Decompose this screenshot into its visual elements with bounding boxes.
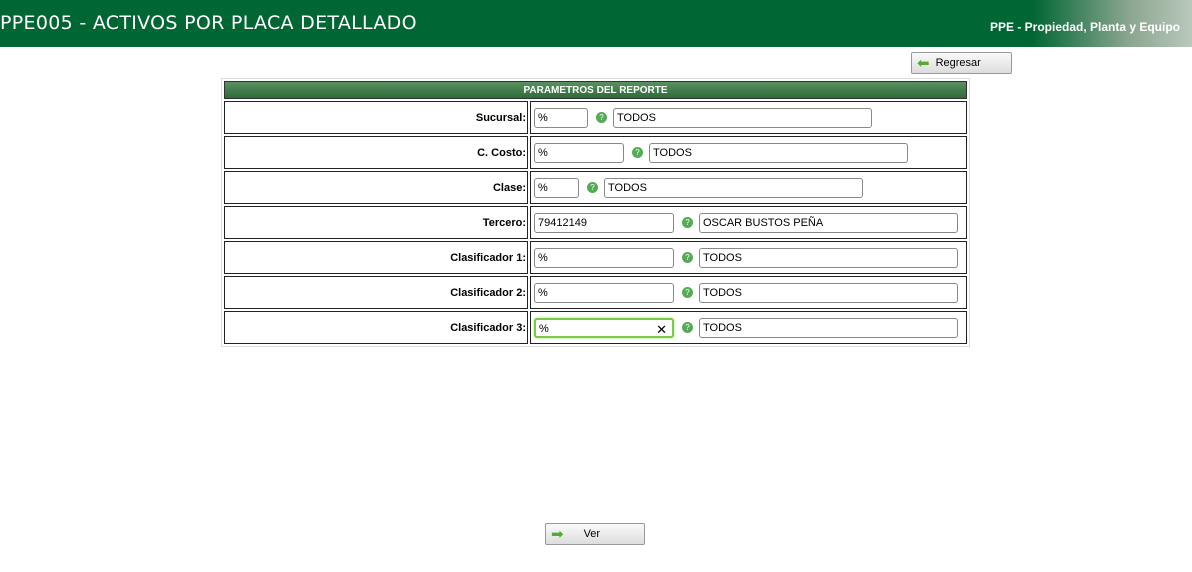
- description-field[interactable]: TODOS: [699, 282, 958, 303]
- param-row: Clasificador 1: %? TODOS: [224, 241, 967, 274]
- help-icon[interactable]: ?: [587, 182, 598, 193]
- code-input[interactable]: %: [534, 282, 674, 303]
- description-field[interactable]: OSCAR BUSTOS PEÑA: [699, 212, 958, 233]
- description-field[interactable]: TODOS: [613, 107, 872, 128]
- param-label: C. Costo:: [224, 136, 528, 169]
- code-input[interactable]: %: [534, 247, 674, 268]
- description-field[interactable]: TODOS: [699, 247, 958, 268]
- help-icon[interactable]: ?: [596, 112, 607, 123]
- help-icon[interactable]: ?: [682, 322, 693, 333]
- module-banner-image: [1032, 0, 1192, 47]
- param-row: Tercero: 79412149? OSCAR BUSTOS PEÑA: [224, 206, 967, 239]
- param-label: Sucursal:: [224, 101, 528, 134]
- code-input[interactable]: %: [534, 142, 624, 163]
- arrow-right-icon: ➡: [551, 526, 564, 543]
- param-label: Clase:: [224, 171, 528, 204]
- back-button[interactable]: ⬅ Regresar: [911, 52, 1012, 74]
- description-field[interactable]: TODOS: [699, 317, 958, 338]
- code-input[interactable]: 79412149: [534, 212, 674, 233]
- param-label: Clasificador 1:: [224, 241, 528, 274]
- description-field[interactable]: TODOS: [604, 177, 863, 198]
- description-field[interactable]: TODOS: [649, 142, 908, 163]
- param-row: Clase: %? TODOS: [224, 171, 967, 204]
- form-title: PARAMETROS DEL REPORTE: [224, 81, 967, 99]
- param-row: Clasificador 3: % ✕? TODOS: [224, 311, 967, 344]
- help-icon[interactable]: ?: [682, 287, 693, 298]
- back-label: Regresar: [935, 57, 981, 69]
- arrow-left-icon: ⬅: [917, 55, 930, 72]
- param-label: Tercero:: [224, 206, 528, 239]
- code-input[interactable]: %: [534, 107, 588, 128]
- param-row: Clasificador 2: %? TODOS: [224, 276, 967, 309]
- help-icon[interactable]: ?: [682, 217, 693, 228]
- code-input[interactable]: %: [534, 177, 579, 198]
- clear-icon[interactable]: ✕: [656, 321, 667, 337]
- view-label: Ver: [583, 528, 601, 540]
- param-label: Clasificador 3:: [224, 311, 528, 344]
- param-row: Sucursal: %? TODOS: [224, 101, 967, 134]
- report-parameters-table: PARAMETROS DEL REPORTE Sucursal: %? TODOS…: [221, 78, 970, 347]
- module-name: PPE - Propiedad, Planta y Equipo: [989, 20, 1180, 34]
- help-icon[interactable]: ?: [632, 147, 643, 158]
- help-icon[interactable]: ?: [682, 252, 693, 263]
- param-row: C. Costo: %? TODOS: [224, 136, 967, 169]
- view-button[interactable]: ➡ Ver: [545, 523, 645, 545]
- header-bar: PPE005 - ACTIVOS POR PLACA DETALLADO PPE…: [0, 0, 1192, 47]
- code-input[interactable]: % ✕: [534, 317, 674, 338]
- param-label: Clasificador 2:: [224, 276, 528, 309]
- page-title: PPE005 - ACTIVOS POR PLACA DETALLADO: [0, 12, 417, 34]
